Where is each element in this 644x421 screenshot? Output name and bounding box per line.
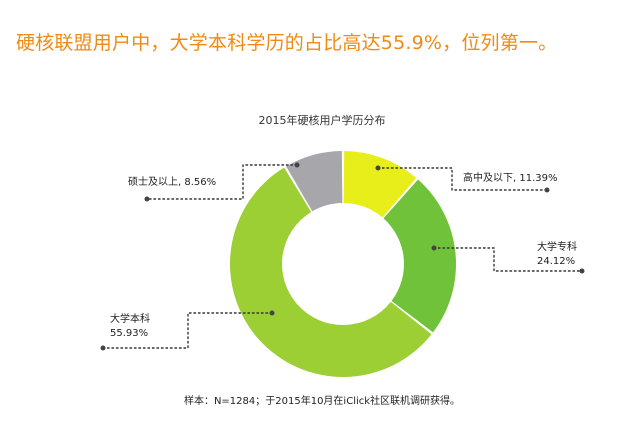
leader-dot-master-start: [294, 162, 300, 168]
donut-slice-1: [383, 179, 456, 333]
label-master: 硕士及以上, 8.56%: [128, 177, 217, 188]
leader-dot-master-end: [144, 196, 150, 202]
source-note: 样本：N=1284；于2015年10月在iClick社区联机调研获得。: [183, 396, 461, 407]
label-bachelor-name: 大学本科: [110, 314, 150, 325]
label-high-school: 高中及以下, 11.39%: [463, 173, 558, 184]
leader-line-college: [433, 247, 583, 272]
leader-line-master: [146, 164, 298, 200]
leader-dot-high-school-start: [375, 165, 381, 171]
donut-slice-2: [230, 167, 432, 377]
leader-line-high-school: [377, 167, 548, 191]
label-college-value: 24.12%: [537, 256, 576, 267]
label-bachelor-value: 55.93%: [110, 328, 149, 339]
leader-dot-high-school-end: [544, 187, 550, 193]
label-college-name: 大学专科: [537, 242, 577, 253]
chart-title: 2015年硬核用户学历分布: [258, 114, 386, 127]
leader-dot-college-start: [431, 245, 437, 251]
leader-dot-bachelor-start: [269, 310, 275, 316]
donut-slice-3: [286, 151, 343, 212]
leader-line-bachelor: [102, 312, 273, 349]
leader-dot-college-end: [579, 268, 585, 274]
headline: 硬核联盟用户中，大学本科学历的占比高达55.9%，位列第一。: [16, 32, 558, 54]
leader-dot-bachelor-end: [100, 345, 106, 351]
